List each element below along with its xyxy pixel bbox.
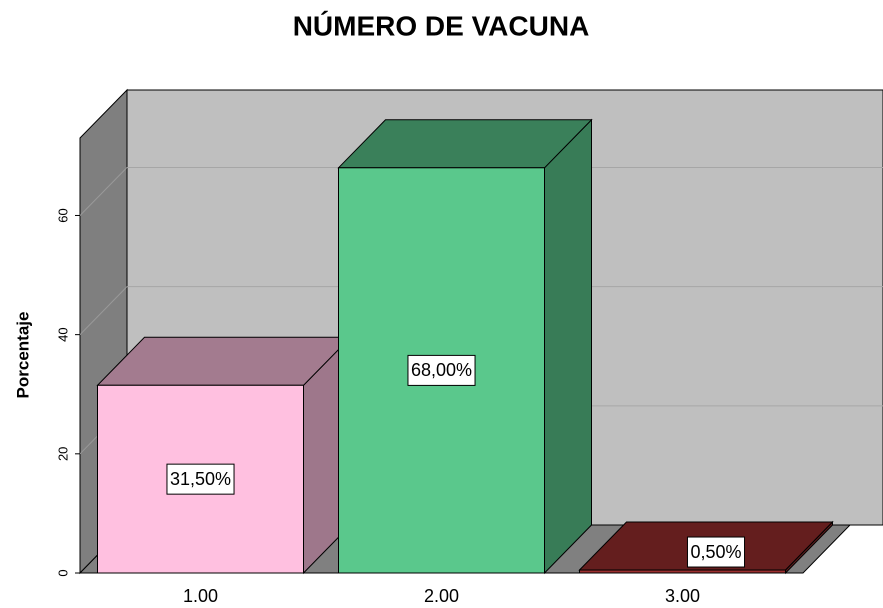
x-tick-label: 3.00 <box>665 586 700 606</box>
value-label: 0,50% <box>690 542 741 562</box>
chart-title: NÚMERO DE VACUNA <box>293 10 590 41</box>
value-label-box <box>166 463 235 495</box>
value-label: 31,50% <box>170 469 231 489</box>
y-tick-label: 20 <box>55 447 70 461</box>
bar-side <box>544 118 592 575</box>
x-tick-label: 1.00 <box>183 586 218 606</box>
grid-line <box>79 286 128 335</box>
bar <box>579 569 786 574</box>
y-tick-label: 0 <box>55 569 70 576</box>
x-tick-label: 2.00 <box>424 586 459 606</box>
value-label-box <box>407 354 476 386</box>
value-label-box <box>686 536 746 568</box>
y-tick-label: 40 <box>55 327 70 341</box>
y-axis-label: Porcentaje <box>13 312 32 399</box>
grid-line <box>79 167 128 216</box>
y-tick-label: 60 <box>55 208 70 222</box>
value-label: 68,00% <box>411 360 472 380</box>
